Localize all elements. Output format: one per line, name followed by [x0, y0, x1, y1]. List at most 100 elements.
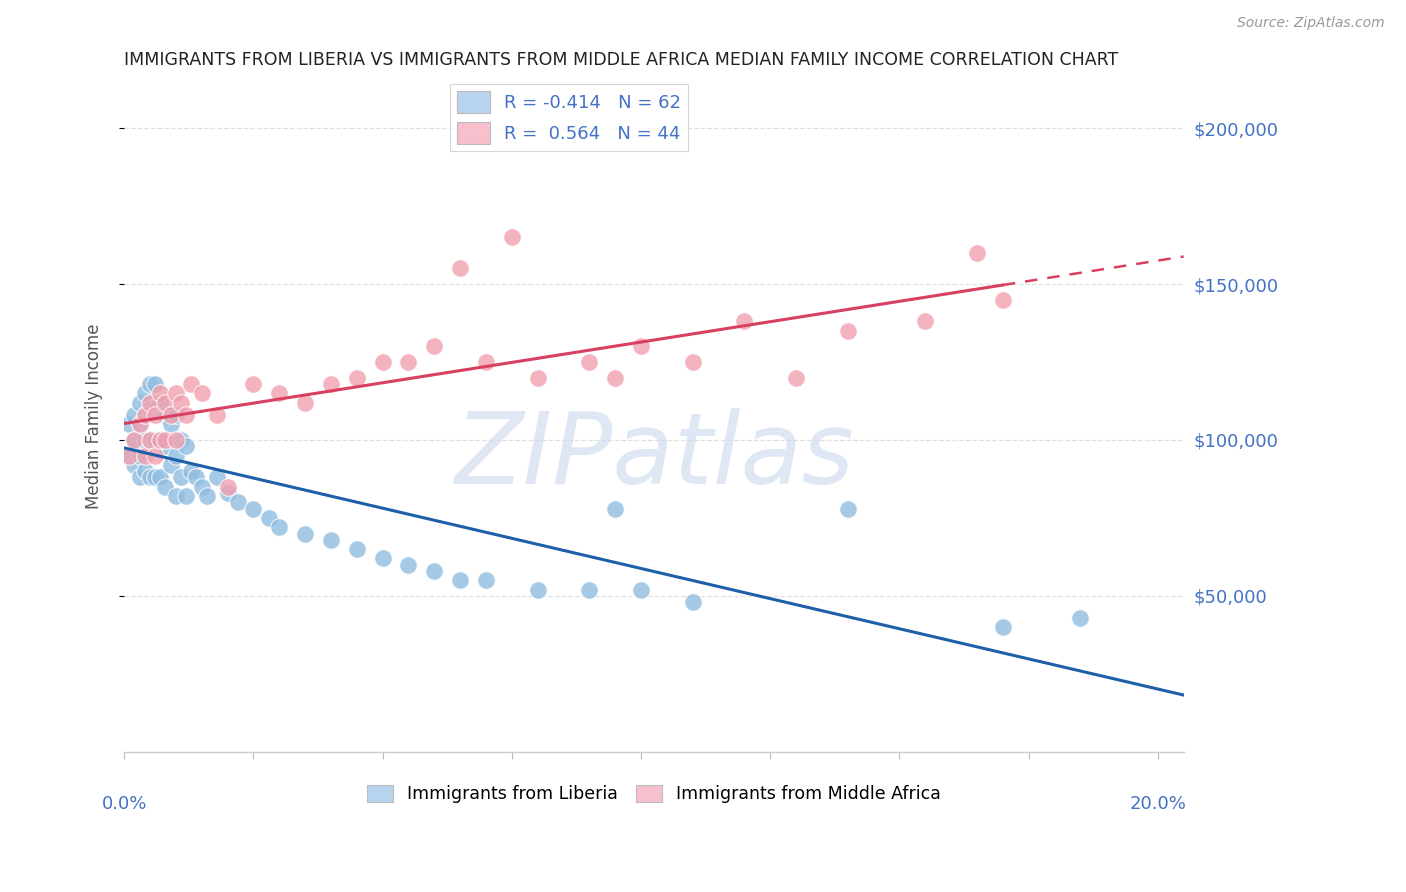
Point	[346, 370, 368, 384]
Point	[170, 470, 193, 484]
Point	[682, 595, 704, 609]
Point	[190, 480, 212, 494]
Point	[205, 470, 228, 484]
Point	[190, 386, 212, 401]
Point	[423, 564, 446, 578]
Point	[396, 355, 419, 369]
Point	[155, 433, 177, 447]
Point	[139, 395, 162, 409]
Text: Source: ZipAtlas.com: Source: ZipAtlas.com	[1237, 16, 1385, 30]
Point	[257, 511, 280, 525]
Point	[578, 582, 600, 597]
Point	[170, 395, 193, 409]
Point	[449, 574, 471, 588]
Point	[630, 339, 652, 353]
Point	[269, 520, 291, 534]
Point	[174, 439, 197, 453]
Text: 20.0%: 20.0%	[1129, 796, 1187, 814]
Point	[294, 395, 316, 409]
Point	[682, 355, 704, 369]
Point	[128, 417, 150, 432]
Point	[143, 470, 166, 484]
Point	[526, 370, 548, 384]
Point	[155, 395, 177, 409]
Point	[139, 470, 162, 484]
Point	[143, 408, 166, 422]
Point	[346, 542, 368, 557]
Point	[605, 501, 627, 516]
Point	[294, 526, 316, 541]
Point	[371, 355, 394, 369]
Point	[217, 486, 239, 500]
Point	[165, 386, 187, 401]
Point	[128, 395, 150, 409]
Point	[143, 433, 166, 447]
Point	[124, 433, 146, 447]
Point	[217, 480, 239, 494]
Text: IMMIGRANTS FROM LIBERIA VS IMMIGRANTS FROM MIDDLE AFRICA MEDIAN FAMILY INCOME CO: IMMIGRANTS FROM LIBERIA VS IMMIGRANTS FR…	[124, 51, 1118, 69]
Legend: Immigrants from Liberia, Immigrants from Middle Africa: Immigrants from Liberia, Immigrants from…	[360, 778, 948, 810]
Point	[242, 376, 264, 391]
Point	[170, 433, 193, 447]
Point	[526, 582, 548, 597]
Point	[966, 245, 988, 260]
Point	[475, 574, 498, 588]
Point	[149, 433, 172, 447]
Point	[174, 408, 197, 422]
Point	[195, 489, 218, 503]
Point	[165, 449, 187, 463]
Point	[139, 376, 162, 391]
Point	[128, 470, 150, 484]
Point	[124, 408, 146, 422]
Point	[139, 433, 162, 447]
Point	[396, 558, 419, 572]
Point	[124, 458, 146, 472]
Text: 0.0%: 0.0%	[101, 796, 146, 814]
Point	[991, 293, 1014, 307]
Point	[155, 439, 177, 453]
Point	[139, 401, 162, 416]
Point	[124, 433, 146, 447]
Point	[159, 458, 181, 472]
Point	[319, 376, 342, 391]
Point	[991, 620, 1014, 634]
Point	[128, 449, 150, 463]
Point	[128, 417, 150, 432]
Point	[143, 401, 166, 416]
Point	[134, 449, 156, 463]
Point	[134, 433, 156, 447]
Point	[174, 489, 197, 503]
Point	[475, 355, 498, 369]
Point	[269, 386, 291, 401]
Point	[139, 433, 162, 447]
Point	[371, 551, 394, 566]
Point	[118, 449, 141, 463]
Point	[149, 395, 172, 409]
Point	[118, 417, 141, 432]
Point	[134, 464, 156, 478]
Point	[149, 470, 172, 484]
Point	[423, 339, 446, 353]
Point	[578, 355, 600, 369]
Point	[186, 470, 208, 484]
Point	[155, 408, 177, 422]
Point	[134, 408, 156, 422]
Point	[242, 501, 264, 516]
Point	[501, 230, 523, 244]
Point	[319, 533, 342, 547]
Point	[134, 408, 156, 422]
Point	[1069, 611, 1091, 625]
Point	[205, 408, 228, 422]
Y-axis label: Median Family Income: Median Family Income	[86, 324, 103, 509]
Point	[785, 370, 807, 384]
Point	[149, 433, 172, 447]
Point	[180, 464, 202, 478]
Point	[914, 314, 936, 328]
Point	[165, 408, 187, 422]
Text: ZIPatlas: ZIPatlas	[454, 409, 853, 506]
Point	[630, 582, 652, 597]
Point	[837, 501, 859, 516]
Point	[165, 489, 187, 503]
Point	[449, 261, 471, 276]
Point	[159, 417, 181, 432]
